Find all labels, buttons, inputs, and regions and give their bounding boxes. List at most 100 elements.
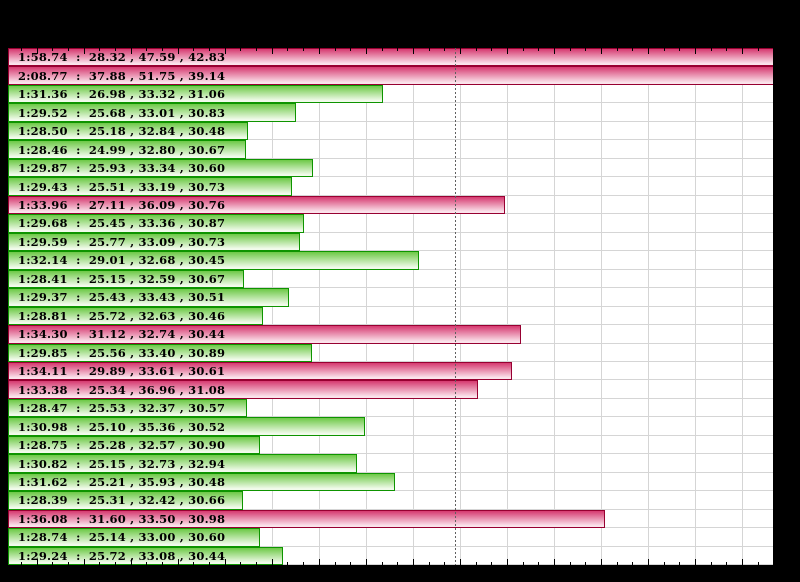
minor-tick-bottom xyxy=(52,562,54,565)
lap-row: 1:31.62 : 25.21 , 35.93 , 30.48 xyxy=(8,472,773,492)
major-tick-bottom xyxy=(365,559,367,565)
major-tick-bottom xyxy=(600,559,602,565)
major-tick-top xyxy=(36,48,38,54)
minor-tick-bottom xyxy=(757,562,759,565)
minor-tick-bottom xyxy=(162,562,164,565)
lap-bar-fast: 1:29.87 : 25.93 , 33.34 , 30.60 xyxy=(8,158,313,178)
lap-label: 1:34.11 : 29.89 , 33.61 , 30.61 xyxy=(18,364,226,379)
minor-tick-bottom xyxy=(538,562,540,565)
lap-label: 1:33.38 : 25.34 , 36.96 , 31.08 xyxy=(18,382,226,397)
lap-row: 1:28.46 : 24.99 , 32.80 , 30.67 xyxy=(8,140,773,159)
lap-row: 1:29.59 : 25.77 , 33.09 , 30.73 xyxy=(8,232,773,252)
lap-label: 1:29.37 : 25.43 , 33.43 , 30.51 xyxy=(18,290,226,305)
major-tick-top xyxy=(506,48,508,54)
minor-tick-top xyxy=(428,48,430,51)
lap-row: 1:29.52 : 25.68 , 33.01 , 30.83 xyxy=(8,103,773,122)
major-tick-bottom xyxy=(694,559,696,565)
minor-tick-top xyxy=(381,48,383,51)
lap-row: 1:28.81 : 25.72 , 32.63 , 30.46 xyxy=(8,306,773,326)
minor-tick-top xyxy=(726,48,728,51)
lap-bar-slow: 1:36.08 : 31.60 , 33.50 , 30.98 xyxy=(8,509,605,529)
lap-row: 1:28.75 : 25.28 , 32.57 , 30.90 xyxy=(8,435,773,455)
lap-bar-fast: 1:29.68 : 25.45 , 33.36 , 30.87 xyxy=(8,214,304,233)
lap-label: 1:28.46 : 24.99 , 32.80 , 30.67 xyxy=(18,142,226,157)
lap-bar-fast: 1:28.47 : 25.53 , 32.37 , 30.57 xyxy=(8,398,247,418)
lap-bar-fast: 1:31.62 : 25.21 , 35.93 , 30.48 xyxy=(8,472,395,492)
minor-tick-top xyxy=(146,48,148,51)
major-tick-top xyxy=(130,48,132,54)
lap-label: 1:28.81 : 25.72 , 32.63 , 30.46 xyxy=(18,308,226,323)
minor-tick-bottom xyxy=(569,562,571,565)
lap-row: 1:30.98 : 25.10 , 35.36 , 30.52 xyxy=(8,417,773,436)
minor-tick-top xyxy=(52,48,54,51)
major-tick-bottom xyxy=(459,559,461,565)
minor-tick-top xyxy=(68,48,69,51)
lap-row: 1:29.24 : 25.72 , 33.08 , 30.44 xyxy=(8,546,773,565)
lap-row: 1:36.08 : 31.60 , 33.50 , 30.98 xyxy=(8,509,773,529)
lap-label: 1:31.36 : 26.98 , 33.32 , 31.06 xyxy=(18,87,226,102)
minor-tick-top xyxy=(663,48,665,51)
lap-bar-fast: 1:31.36 : 26.98 , 33.32 , 31.06 xyxy=(8,84,383,104)
minor-tick-top xyxy=(569,48,571,51)
major-tick-top xyxy=(271,48,273,54)
major-tick-bottom xyxy=(412,559,414,565)
plot-area: 1:58.74 : 28.32 , 47.59 , 42.83 2:08.77 :… xyxy=(8,48,773,565)
lap-bar-slow: 1:34.30 : 31.12 , 32.74 , 30.44 xyxy=(8,325,521,344)
lap-bar-fast: 1:32.14 : 29.01 , 32.68 , 30.45 xyxy=(8,251,420,270)
lap-label: 1:29.59 : 25.77 , 33.09 , 30.73 xyxy=(18,234,226,249)
minor-tick-bottom xyxy=(679,562,681,565)
lap-label: 1:28.74 : 25.14 , 33.00 , 30.60 xyxy=(18,530,226,545)
minor-tick-top xyxy=(444,48,446,51)
minor-tick-top xyxy=(397,48,399,51)
major-tick-bottom xyxy=(742,559,743,565)
minor-tick-top xyxy=(538,48,540,51)
lap-label: 1:28.75 : 25.28 , 32.57 , 30.90 xyxy=(18,438,226,453)
minor-tick-bottom xyxy=(209,562,211,565)
lap-label: 1:32.14 : 29.01 , 32.68 , 30.45 xyxy=(18,253,226,268)
minor-tick-bottom xyxy=(193,562,195,565)
lap-label: 1:31.62 : 25.21 , 35.93 , 30.48 xyxy=(18,475,226,490)
minor-tick-bottom xyxy=(475,562,477,565)
lap-label: 1:28.39 : 25.31 , 32.42 , 30.66 xyxy=(18,493,226,508)
major-tick-top xyxy=(318,48,320,54)
minor-tick-bottom xyxy=(21,562,22,565)
minor-tick-bottom xyxy=(256,562,258,565)
lap-bar-fast: 1:29.52 : 25.68 , 33.01 , 30.83 xyxy=(8,103,297,122)
minor-tick-bottom xyxy=(616,562,618,565)
lap-row: 1:28.74 : 25.14 , 33.00 , 30.60 xyxy=(8,528,773,547)
lap-row: 1:28.41 : 25.15 , 32.59 , 30.67 xyxy=(8,269,773,289)
lap-label: 1:29.87 : 25.93 , 33.34 , 30.60 xyxy=(18,161,226,176)
major-tick-top xyxy=(694,48,696,54)
minor-tick-bottom xyxy=(632,562,634,565)
major-tick-top xyxy=(412,48,414,54)
minor-tick-top xyxy=(491,48,493,51)
minor-tick-bottom xyxy=(115,562,116,565)
lap-rows: 1:58.74 : 28.32 , 47.59 , 42.83 2:08.77 :… xyxy=(8,48,773,565)
lap-row: 1:58.74 : 28.32 , 47.59 , 42.83 xyxy=(8,48,773,67)
lap-row: 1:31.36 : 26.98 , 33.32 , 31.06 xyxy=(8,84,773,104)
lap-bar-fast: 1:29.59 : 25.77 , 33.09 , 30.73 xyxy=(8,232,300,252)
major-tick-bottom xyxy=(318,559,320,565)
major-tick-top xyxy=(459,48,461,54)
lap-row: 1:34.11 : 29.89 , 33.61 , 30.61 xyxy=(8,361,773,381)
minor-tick-top xyxy=(209,48,211,51)
lap-bar-slow: 1:58.74 : 28.32 , 47.59 , 42.83 xyxy=(8,48,773,67)
lap-bar-fast: 1:30.82 : 25.15 , 32.73 , 32.94 xyxy=(8,454,358,473)
lap-bar-fast: 1:28.50 : 25.18 , 32.84 , 30.48 xyxy=(8,121,249,141)
lap-label: 1:29.68 : 25.45 , 33.36 , 30.87 xyxy=(18,216,226,231)
lap-bar-fast: 1:29.43 : 25.51 , 33.19 , 30.73 xyxy=(8,177,292,196)
minor-tick-top xyxy=(162,48,164,51)
lap-label: 1:58.74 : 28.32 , 47.59 , 42.83 xyxy=(18,50,226,65)
major-tick-bottom xyxy=(553,559,555,565)
lap-label: 1:36.08 : 31.60 , 33.50 , 30.98 xyxy=(18,511,226,526)
lap-bar-fast: 1:29.85 : 25.56 , 33.40 , 30.89 xyxy=(8,343,312,362)
lap-bar-fast: 1:29.24 : 25.72 , 33.08 , 30.44 xyxy=(8,546,284,565)
minor-tick-top xyxy=(475,48,477,51)
minor-tick-top xyxy=(256,48,258,51)
lap-bar-fast: 1:28.39 : 25.31 , 32.42 , 30.66 xyxy=(8,491,244,510)
lap-bar-fast: 1:29.37 : 25.43 , 33.43 , 30.51 xyxy=(8,288,290,307)
lap-row: 1:28.47 : 25.53 , 32.37 , 30.57 xyxy=(8,398,773,418)
major-tick-top xyxy=(83,48,85,54)
minor-tick-top xyxy=(632,48,634,51)
minor-tick-top xyxy=(193,48,195,51)
